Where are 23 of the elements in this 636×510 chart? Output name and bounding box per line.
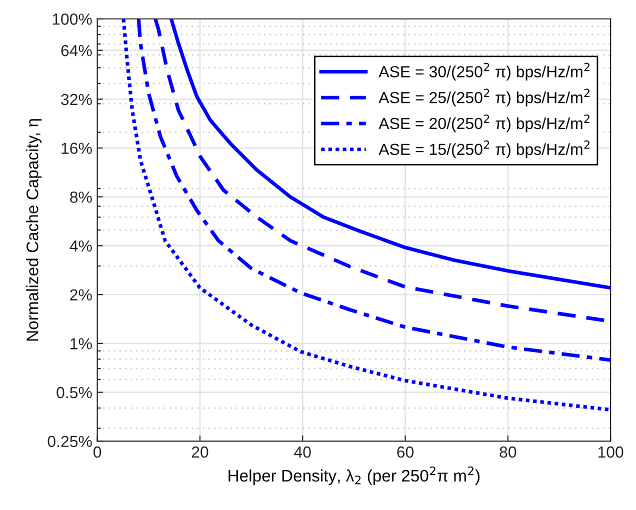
y-tick-label: 64% bbox=[61, 44, 92, 56]
x-tick-label: 40 bbox=[294, 446, 311, 458]
y-tick-label: 32% bbox=[61, 94, 92, 106]
y-tick-label: 1% bbox=[70, 338, 92, 350]
x-tick-label: 60 bbox=[397, 446, 414, 458]
legend-label: ASE = 20/(250$^{2}$ π) bps/Hz/m$^{2}$ bbox=[378, 114, 590, 132]
y-tick-label: 2% bbox=[70, 289, 92, 300]
x-tick-label: 20 bbox=[192, 446, 208, 458]
legend-label: ASE = 30/(250$^{2}$ π) bps/Hz/m$^{2}$ bbox=[378, 62, 590, 81]
x-axis-title: Helper Density, λ$_{2}$ (per 250$^{2}$π m$^{2}$) bbox=[228, 466, 480, 485]
y-tick-label: 0.25% bbox=[48, 436, 92, 448]
y-axis-title: Normalized Cache Capacity, η bbox=[26, 119, 42, 341]
x-tick-label: 80 bbox=[500, 446, 516, 458]
x-tick-label: 100 bbox=[598, 446, 624, 458]
y-tick-label: 8% bbox=[70, 192, 92, 203]
y-tick-label: 100% bbox=[52, 14, 92, 25]
legend-label: ASE = 15/(250$^{2}$ π) bps/Hz/m$^{2}$ bbox=[378, 140, 590, 158]
y-tick-label: 16% bbox=[62, 142, 92, 154]
legend-label: ASE = 25/(250$^{2}$ π) bps/Hz/m$^{2}$ bbox=[378, 88, 590, 106]
x-tick-label: 0 bbox=[93, 446, 102, 458]
line-series bbox=[122, 18, 611, 412]
y-tick-label: 4% bbox=[70, 240, 92, 252]
y-tick-label: 0.5% bbox=[56, 386, 92, 398]
